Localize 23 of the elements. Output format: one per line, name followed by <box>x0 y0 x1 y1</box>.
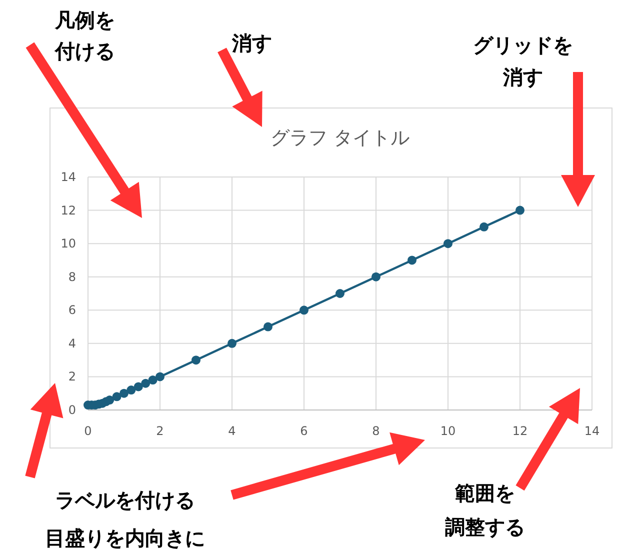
x-tick-label: 0 <box>84 424 92 438</box>
x-tick-label: 14 <box>584 424 600 438</box>
text: 凡例を付ける <box>54 8 115 63</box>
y-tick-label: 12 <box>60 203 76 218</box>
text: グリッドを消す <box>473 33 573 89</box>
y-tick-label: 4 <box>68 336 76 350</box>
chart-title: グラフ タイトル <box>270 127 410 149</box>
y-tick-label: 6 <box>68 303 76 318</box>
x-tick-label: 4 <box>228 424 236 438</box>
text: 消す <box>231 31 272 55</box>
x-tick-label: 12 <box>512 424 528 438</box>
x-tick-label: 2 <box>156 424 164 438</box>
x-tick-label: 8 <box>372 424 380 438</box>
y-tick-label: 0 <box>68 403 76 417</box>
y-tick-label: 2 <box>68 370 76 384</box>
text: 目盛りを内向きに <box>45 526 205 550</box>
x-tick-label: 10 <box>440 424 456 438</box>
y-tick-label: 14 <box>60 170 76 184</box>
x-tick-label: 6 <box>300 424 308 438</box>
y-tick-label: 10 <box>60 236 76 251</box>
text: ラベルを付ける <box>55 488 195 512</box>
y-tick-label: 8 <box>68 270 76 284</box>
text: 範囲を調整する <box>445 481 525 539</box>
